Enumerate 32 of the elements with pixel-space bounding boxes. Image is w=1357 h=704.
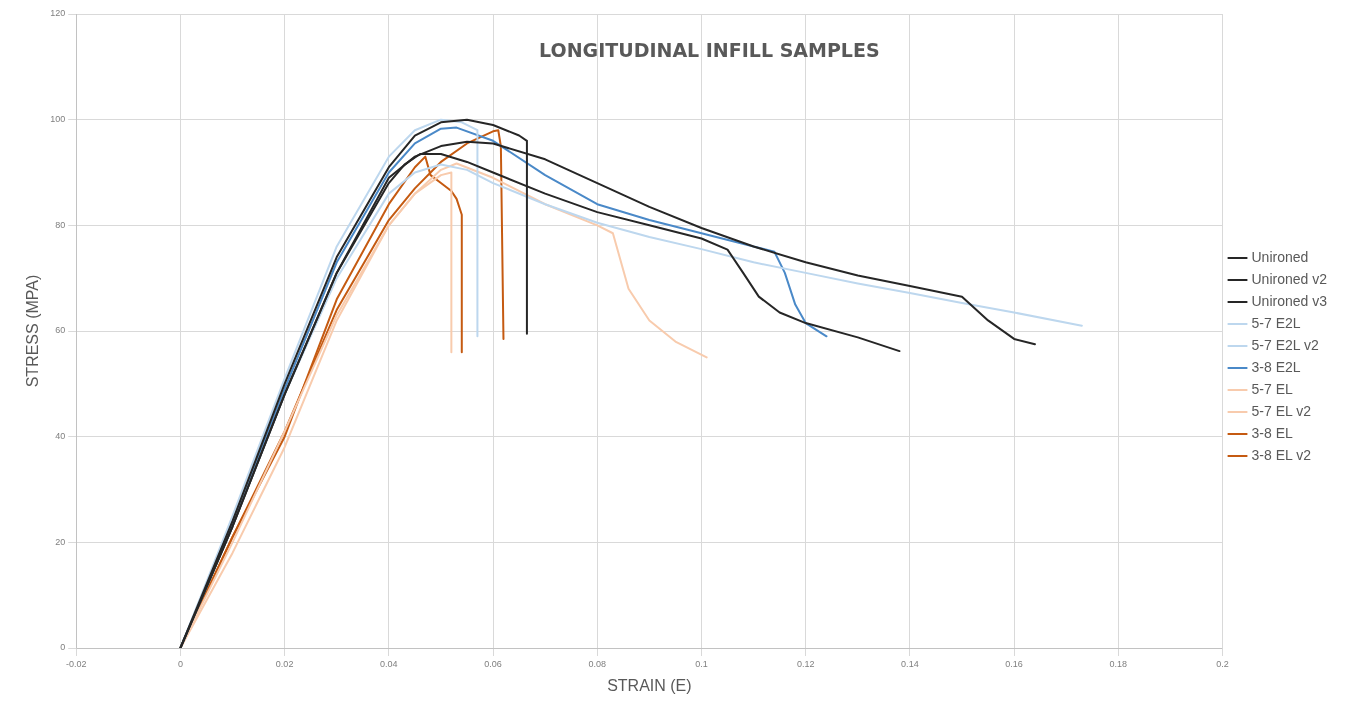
x-tick-label: 0.16 [1005, 658, 1023, 669]
y-tick-label: 0 [60, 642, 66, 653]
y-tick-label: 120 [50, 8, 66, 19]
y-tick-label: 20 [55, 536, 66, 547]
legend-label: 3-8 E2L [1251, 358, 1301, 375]
x-tick-label: -0.02 [65, 658, 87, 669]
y-tick-label: 40 [55, 431, 66, 442]
legend-label: 5-7 E2L [1251, 314, 1301, 331]
x-tick-label: 0.14 [901, 658, 919, 669]
legend-label: Unironed v2 [1251, 270, 1328, 287]
x-tick-label: 0.06 [484, 658, 502, 669]
legend-label: 5-7 E2L v2 [1251, 336, 1319, 353]
legend-label: 3-8 EL [1251, 424, 1293, 441]
y-axis-title: STRESS (MPA) [24, 274, 42, 388]
y-tick-label: 80 [55, 219, 66, 230]
y-tick-label: 100 [50, 114, 66, 125]
x-tick-label: 0 [177, 658, 183, 669]
x-axis-title: STRAIN (E) [607, 676, 692, 694]
x-tick-label: 0.02 [275, 658, 294, 669]
x-tick-label: 0.18 [1109, 658, 1128, 669]
legend-label: 5-7 EL v2 [1251, 402, 1312, 419]
legend-label: Unironed [1251, 248, 1309, 265]
legend-label: 3-8 EL v2 [1251, 446, 1312, 463]
legend-label: Unironed v3 [1251, 292, 1328, 309]
text: LONGITUDINAL INFILL SAMPLES [539, 38, 880, 61]
x-tick-label: 0.12 [796, 658, 815, 669]
y-tick-label: 60 [55, 325, 66, 336]
x-tick-label: 0.08 [588, 658, 607, 669]
x-tick-label: 0.2 [1216, 658, 1229, 669]
legend-label: 5-7 EL [1251, 380, 1293, 397]
x-tick-label: 0.1 [695, 658, 708, 669]
x-tick-label: 0.04 [380, 658, 398, 669]
